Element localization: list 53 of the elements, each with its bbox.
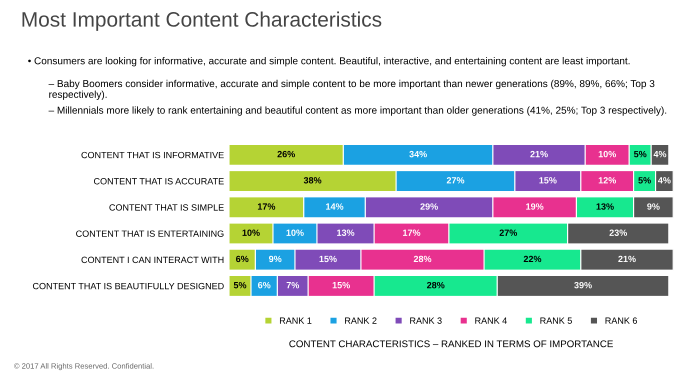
legend-label: RANK 3 xyxy=(410,317,442,324)
y-tick-label: CONTENT I CAN INTERACT WITH xyxy=(82,256,224,264)
y-tick-label: CONTENT THAT IS ACCURATE xyxy=(94,178,224,184)
y-tick-label: CONTENT THAT IS INFORMATIVE xyxy=(81,152,224,158)
data-label: 9% xyxy=(647,203,660,210)
data-label: 6% xyxy=(236,256,248,262)
legend-label: RANK 6 xyxy=(606,317,638,324)
data-label: 15% xyxy=(320,256,337,262)
data-label: 17% xyxy=(258,203,276,210)
data-label: 5% xyxy=(634,150,646,158)
text: • Consumers are looking for informative, accurate and simple content. Beautiful, interactive, and entertaining content are least important. xyxy=(28,57,630,66)
x-axis-title: CONTENT CHARACTERISTICS – RANKED IN TERMS OF IMPORTANCE xyxy=(289,340,613,348)
data-label: 39% xyxy=(574,282,592,288)
data-label: 4% xyxy=(658,177,671,184)
data-label: 13% xyxy=(337,230,354,236)
legend-label: RANK 4 xyxy=(475,318,507,324)
data-label: 15% xyxy=(332,282,350,288)
data-label: 10% xyxy=(286,230,304,236)
data-label: 6% xyxy=(258,282,270,288)
text: – Millennials more likely to rank entertaining and beautiful content as more important than older generations (41%, 25%; Top 3 respectively). xyxy=(48,106,666,116)
legend-label: RANK 5 xyxy=(540,318,572,324)
data-label: 26% xyxy=(277,150,295,158)
data-label: 14% xyxy=(326,203,344,210)
data-label: 19% xyxy=(526,203,544,210)
data-label: 10% xyxy=(242,230,260,236)
data-label: 7% xyxy=(286,282,300,288)
data-label: 21% xyxy=(618,256,636,262)
data-label: 17% xyxy=(403,230,420,236)
data-label: 38% xyxy=(304,177,322,184)
data-label: 9% xyxy=(268,256,282,262)
data-label: 5% xyxy=(638,177,651,184)
data-label: 13% xyxy=(596,203,614,210)
y-tick-label: CONTENT THAT IS BEAUTIFULLY DESIGNED xyxy=(32,282,224,290)
data-label: 15% xyxy=(539,177,557,184)
data-label: 29% xyxy=(420,203,438,210)
chart-title: Most Important Content Characteristics xyxy=(22,12,382,31)
data-label: 28% xyxy=(426,282,445,288)
data-label: 27% xyxy=(500,230,518,236)
data-label: 34% xyxy=(409,150,427,158)
y-tick-label: CONTENT THAT IS ENTERTAINING xyxy=(76,230,224,237)
y-tick-label: CONTENT THAT IS SIMPLE xyxy=(109,204,224,211)
data-label: 10% xyxy=(598,150,616,158)
data-label: 27% xyxy=(446,177,464,184)
data-label: 28% xyxy=(414,256,432,262)
data-label: 21% xyxy=(530,150,548,158)
data-label: 5% xyxy=(234,282,246,288)
data-label: 22% xyxy=(524,256,542,262)
text: – Baby Boomers consider informative, accurate and simple content to be more important than newer generations (89%, 89%, 66%; Top 3 respectively). xyxy=(48,80,654,100)
legend-label: RANK 2 xyxy=(345,317,377,324)
data-label: 12% xyxy=(598,177,616,184)
legend-label: RANK 1 xyxy=(280,318,312,324)
data-label: 23% xyxy=(609,230,628,236)
data-label: 4% xyxy=(654,150,666,158)
